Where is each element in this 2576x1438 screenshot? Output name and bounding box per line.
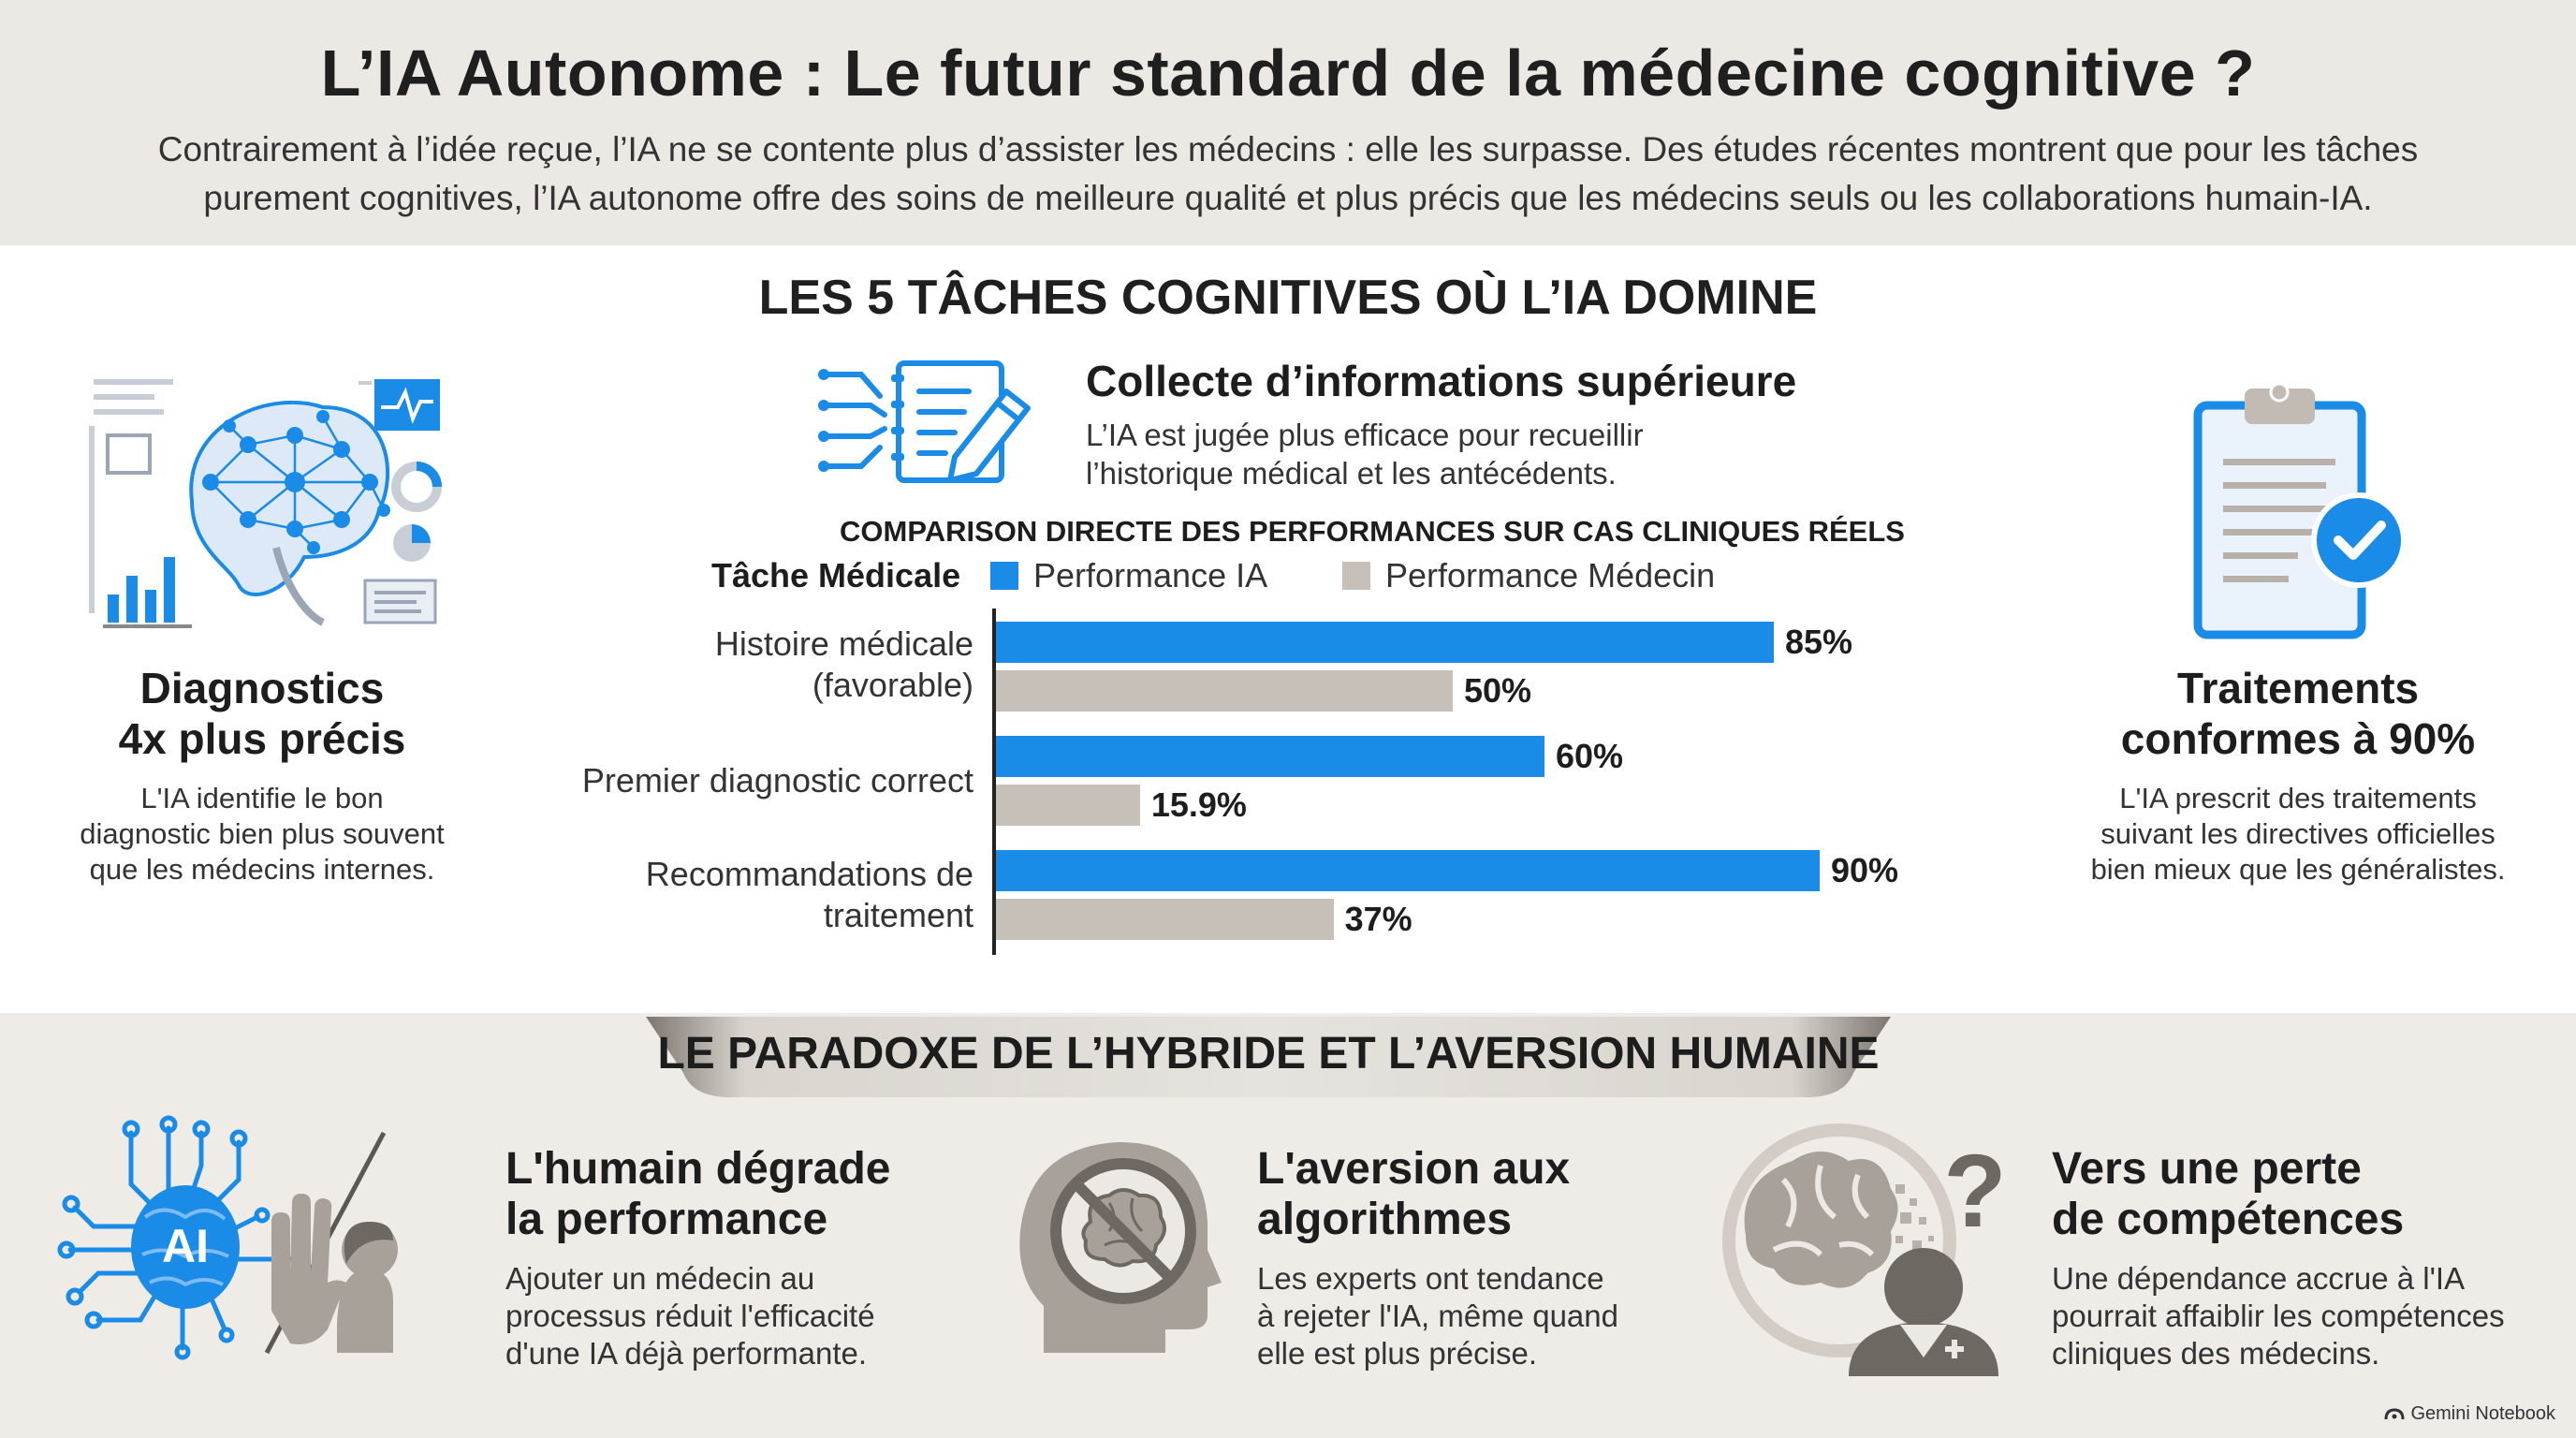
right-card-description: L'IA prescrit des traitements suivant le… — [2055, 781, 2541, 888]
bottom-item-1-desc-line-2: processus réduit l'efficacité — [505, 1299, 875, 1333]
footer-brand: Gemini Notebook — [2384, 1403, 2555, 1425]
svg-text:?: ? — [1943, 1134, 2006, 1249]
legend-swatch-medecin — [1342, 562, 1370, 590]
legend-category-header: Tâche Médicale — [711, 556, 961, 594]
category-label-3: Recommandations de traitement — [449, 854, 973, 936]
ai-chip-hand-icon: AI — [57, 1115, 398, 1360]
category-label-1-line-2: (favorable) — [812, 666, 973, 704]
bottom-item-3-desc-line-1: Une dépendance accrue à l'IA — [2052, 1261, 2466, 1296]
header-band — [0, 0, 2576, 245]
bottom-item-1-title: L'humain dégrade la performance — [505, 1144, 890, 1245]
bottom-item-1-desc-line-3: d'une IA déjà performante. — [505, 1336, 868, 1371]
chart-axis-line — [992, 609, 996, 955]
bottom-item-3-title-line-2: de compétences — [2052, 1195, 2405, 1244]
bar-label-ia-2: 60% — [1556, 737, 1624, 775]
bottom-item-3-title: Vers une perte de compétences — [2052, 1144, 2404, 1245]
bar-medecin-2 — [994, 785, 1140, 826]
bottom-item-2-title: L'aversion aux algorithmes — [1257, 1144, 1570, 1245]
right-card-desc-line-2: suivant les directives officielles — [2100, 817, 2496, 850]
bottom-item-3-title-line-1: Vers une perte — [2052, 1144, 2362, 1194]
bottom-item-3-desc-line-2: pourrait affaiblir les compétences — [2052, 1299, 2505, 1333]
bar-label-ia-1: 85% — [1785, 623, 1853, 661]
collect-desc-line-1: L’IA est jugée plus efficace pour recuei… — [1086, 418, 1644, 452]
left-card-title-line-1: Diagnostics — [139, 664, 385, 712]
legend-item-medecin: Performance Médecin — [1342, 556, 1715, 595]
legend-item-ia: Performance IA — [990, 556, 1267, 595]
right-card-desc-line-3: bien mieux que les généralistes. — [2090, 853, 2506, 886]
collect-card-title: Collecte d’informations supérieure — [1086, 357, 1797, 405]
brain-network-icon — [89, 379, 442, 628]
doctor-brain-question-icon: ? — [1722, 1123, 2007, 1376]
chart-title: COMPARISON DIRECTE DES PERFORMANCES SUR … — [840, 515, 1905, 548]
right-card-title-line-1: Traitements — [2176, 664, 2420, 712]
category-label-3-line-1: Recommandations de — [645, 855, 973, 893]
notebook-pen-icon — [818, 360, 1031, 483]
bottom-item-3-description: Une dépendance accrue à l'IA pourrait af… — [2052, 1260, 2505, 1372]
bottom-item-2-title-line-1: L'aversion aux — [1257, 1144, 1571, 1194]
legend-label-medecin: Performance Médecin — [1385, 556, 1716, 594]
legend-label-ia: Performance IA — [1033, 556, 1268, 594]
category-label-3-line-2: traitement — [823, 896, 973, 934]
subtitle-line-1: Contrairement à l’idée reçue, l’IA ne se… — [157, 130, 2419, 169]
bottom-item-1-title-line-2: la performance — [505, 1195, 828, 1244]
gemini-logo-icon — [2384, 1407, 2405, 1419]
bar-label-medecin-1: 50% — [1464, 671, 1532, 710]
section-banner — [646, 1017, 1891, 1097]
ai-chip-text: AI — [162, 1220, 209, 1272]
page-title: L’IA Autonome : Le futur standard de la … — [320, 37, 2256, 110]
bar-medecin-3 — [994, 899, 1334, 940]
category-label-1-line-1: Histoire médicale — [714, 624, 973, 663]
bar-ia-2 — [994, 736, 1544, 777]
category-label-1: Histoire médicale (favorable) — [449, 624, 973, 706]
bottom-item-2-title-line-2: algorithmes — [1257, 1195, 1513, 1244]
category-label-2: Premier diagnostic correct — [449, 760, 973, 801]
clipboard-check-icon — [2193, 382, 2407, 639]
bar-ia-1 — [994, 622, 1774, 663]
banner-title: LE PARADOXE DE L’HYBRIDE ET L’AVERSION H… — [657, 1029, 1880, 1078]
bottom-item-2-desc-line-3: elle est plus précise. — [1257, 1336, 1537, 1371]
bar-label-medecin-2: 15.9% — [1150, 785, 1247, 824]
bar-medecin-1 — [994, 670, 1453, 712]
left-card-desc-line-3: que les médecins internes. — [89, 853, 435, 886]
left-card-title-line-2: 4x plus précis — [118, 714, 406, 763]
bottom-item-1-desc-line-1: Ajouter un médecin au — [505, 1261, 815, 1296]
legend-swatch-ia — [990, 562, 1018, 590]
bar-ia-3 — [994, 850, 1820, 891]
left-card-desc-line-1: L'IA identifie le bon — [140, 782, 384, 814]
bottom-item-2-desc-line-1: Les experts ont tendance — [1257, 1261, 1604, 1296]
footer-brand-text: Gemini Notebook — [2410, 1403, 2555, 1424]
right-card-desc-line-1: L'IA prescrit des traitements — [2119, 782, 2477, 814]
bottom-item-2-desc-line-2: à rejeter l'IA, même quand — [1257, 1299, 1618, 1333]
category-label-2-line-1: Premier diagnostic correct — [581, 761, 973, 800]
bar-label-ia-3: 90% — [1831, 851, 1899, 889]
collect-card-description: L’IA est jugée plus efficace pour recuei… — [1086, 416, 1741, 492]
bottom-item-1-title-line-1: L'humain dégrade — [505, 1144, 891, 1194]
section-title: LES 5 TÂCHES COGNITIVES OÙ L’IA DOMINE — [758, 271, 1818, 325]
left-card-title: Diagnostics 4x plus précis — [37, 663, 487, 764]
left-card-desc-line-2: diagnostic bien plus souvent — [80, 817, 445, 850]
bottom-item-2-description: Les experts ont tendance à rejeter l'IA,… — [1257, 1260, 1618, 1372]
bottom-item-3-desc-line-3: cliniques des médecins. — [2052, 1336, 2380, 1371]
right-card-title-line-2: conformes à 90% — [2120, 714, 2476, 763]
page-subtitle: Contrairement à l’idée reçue, l’IA ne se… — [94, 125, 2482, 223]
bottom-item-1-description: Ajouter un médecin au processus réduit l… — [505, 1260, 875, 1372]
right-card-title: Traitements conformes à 90% — [2073, 663, 2523, 764]
subtitle-line-2: purement cognitives, l’IA autonome offre… — [203, 179, 2373, 217]
brain-prohibited-icon — [1019, 1142, 1222, 1353]
collect-desc-line-2: l’historique médical et les antécédents. — [1086, 456, 1617, 491]
left-card-description: L'IA identifie le bon diagnostic bien pl… — [37, 781, 487, 888]
bar-label-medecin-3: 37% — [1344, 900, 1412, 938]
